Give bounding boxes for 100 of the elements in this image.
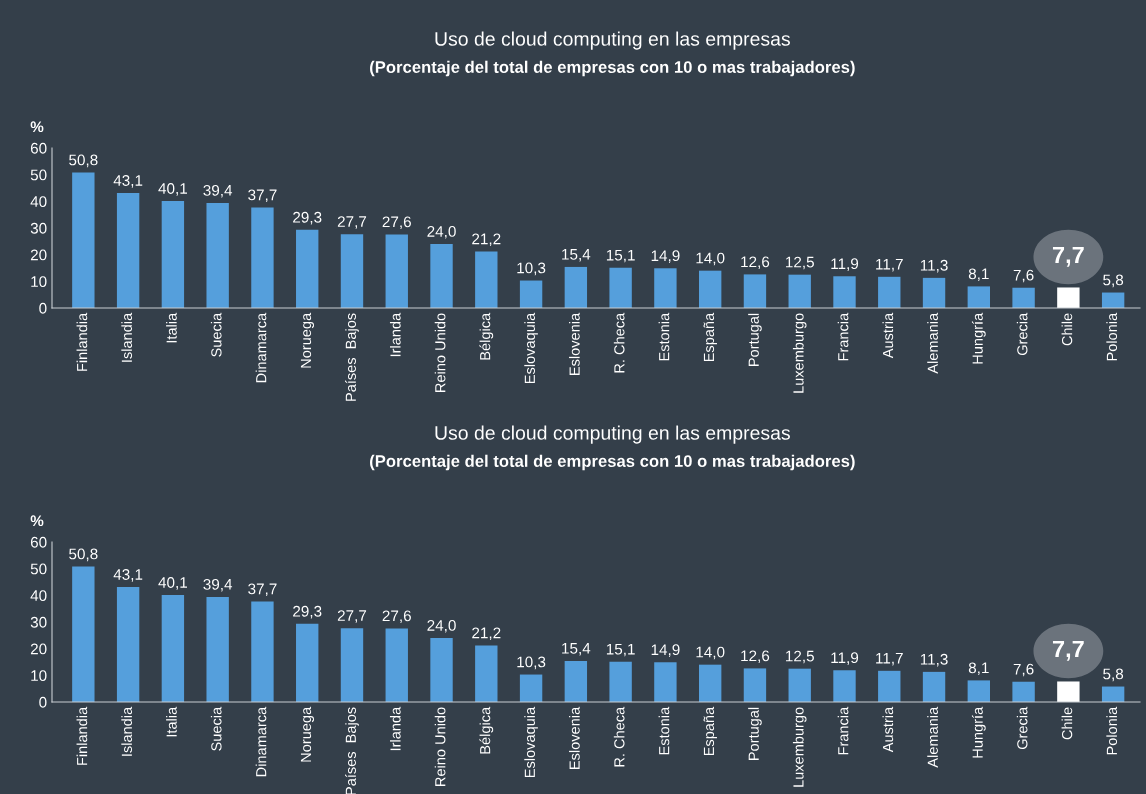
data-label: 24,0 [427,226,456,239]
x-tick-label: Luxemburgo [792,313,807,393]
bar [251,207,274,308]
data-label: 43,1 [113,175,143,188]
bar [922,671,946,702]
bar [296,623,319,702]
bar [922,277,946,308]
x-tick-label: Noruega [300,706,315,762]
bar [475,645,498,702]
bar [878,670,901,702]
x-tick-label: Bélgica [479,312,494,360]
bar [609,267,632,308]
y-tick-label: 20 [30,643,47,655]
bar [251,601,274,702]
bar [430,638,453,702]
data-label: 11,7 [876,258,903,272]
bar [161,595,185,702]
y-tick-label: 50 [30,563,47,575]
data-label: 39,4 [203,184,233,198]
data-label: 7,6 [1013,269,1034,283]
data-label: 8,1 [968,268,989,282]
bar [743,274,767,308]
y-tick-label: 50 [30,169,47,181]
x-tick-label: Polonia [1106,312,1118,361]
bar [385,628,408,702]
bar [519,280,543,308]
data-label: 5,8 [1103,274,1124,288]
chart-title: Uso de cloud computing en las empresas [435,31,790,50]
data-label: 37,7 [248,583,277,597]
data-label: 39,4 [203,578,233,592]
bar [116,193,140,308]
data-label: 27,6 [382,610,411,624]
data-label: 21,2 [472,627,501,641]
bar [564,660,588,702]
y-tick-label: 40 [30,196,47,208]
data-label: 24,0 [427,620,456,633]
data-label: 11,3 [920,259,948,273]
x-tick-label: Italia [166,706,177,737]
y-tick-label: 30 [30,222,47,234]
bar [698,664,722,702]
x-tick-label: R. Checa [613,312,625,373]
x-tick-label: Irlanda [389,312,401,357]
data-label: 43,1 [113,569,143,582]
x-tick-label: Francia [837,312,849,361]
x-tick-label: Países Bajos [345,313,359,401]
x-tick-label: Islandia [121,706,133,756]
x-tick-label: Eslovaquia [524,312,538,383]
x-tick-label: Chile [1061,313,1073,346]
data-label: 10,3 [517,656,546,670]
annotation: 7,7 [1052,640,1084,661]
data-label: 15,1 [606,249,635,263]
data-label: 50,8 [69,154,98,168]
x-tick-label: Suecia [210,312,222,357]
data-label: 15,1 [606,643,635,657]
bar [967,286,991,308]
data-label: 14,9 [651,250,680,263]
x-tick-label: Bélgica [479,706,494,754]
bar [788,668,811,702]
bar [340,628,364,702]
chart-subtitle: (Porcentaje del total de empresas con 10 o mas trabajadores) [370,454,855,471]
bar [116,587,140,702]
data-label: 11,3 [920,653,948,667]
chart-title: Uso de cloud computing en las empresas [435,425,790,444]
x-tick-label: Grecia [1016,312,1028,356]
x-tick-label: Suecia [210,706,222,751]
bar [519,674,543,702]
data-label: 14,9 [651,644,680,657]
bar [788,274,811,308]
y-tick-label: 30 [30,616,47,628]
x-tick-label: Países Bajos [345,707,359,794]
x-tick-label: Hungría [971,706,986,758]
data-label: 15,4 [562,643,591,656]
x-tick-label: Islandia [121,312,133,362]
bar [1057,287,1080,308]
x-tick-label: Eslovenia [569,312,580,375]
chart-subtitle: (Porcentaje del total de empresas con 10 o mas trabajadores) [370,60,855,77]
y-tick-label: 60 [30,536,47,548]
data-label: 14,0 [696,646,725,660]
bar [340,234,364,308]
bar [967,680,991,702]
data-label: 14,0 [696,252,725,266]
y-axis-title: % [30,121,44,133]
bar [161,201,185,308]
y-tick-label: 10 [31,670,47,682]
y-tick-label: 40 [30,590,47,602]
bar [72,566,95,702]
x-tick-label: Estonia [658,706,670,755]
x-tick-label: Austria [882,706,894,753]
data-label: 15,4 [562,249,591,262]
data-label: 37,7 [248,189,277,203]
bar [698,270,722,308]
y-tick-label: 10 [31,276,47,288]
annotation: 7,7 [1052,246,1084,267]
data-label: 27,6 [382,216,411,230]
data-label: 27,7 [337,216,367,229]
y-tick-label: 60 [30,142,47,154]
x-tick-label: Dinamarca [255,706,267,777]
x-tick-label: Francia [837,706,849,755]
x-tick-label: Finlandia [76,312,88,371]
data-label: 29,3 [293,211,322,225]
